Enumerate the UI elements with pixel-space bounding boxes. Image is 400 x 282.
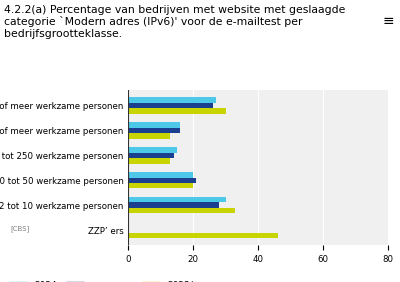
Bar bbox=[128, 108, 226, 114]
Bar bbox=[128, 103, 212, 108]
Bar bbox=[128, 97, 216, 103]
Bar bbox=[128, 128, 180, 133]
Bar bbox=[128, 177, 196, 183]
Text: ≡: ≡ bbox=[382, 14, 394, 28]
Bar bbox=[128, 133, 170, 139]
Text: [CBS]: [CBS] bbox=[10, 225, 30, 232]
Bar bbox=[128, 202, 219, 208]
Bar bbox=[128, 147, 177, 153]
Bar bbox=[128, 172, 193, 177]
Text: 4.2.2(a) Percentage van bedrijven met website met geslaagde
categorie `Modern ad: 4.2.2(a) Percentage van bedrijven met we… bbox=[4, 5, 345, 39]
Bar bbox=[128, 153, 174, 158]
Bar bbox=[128, 233, 278, 238]
Bar bbox=[128, 197, 226, 202]
Legend: 2024, 2023/dec, 2023/apr: 2024, 2023/dec, 2023/apr bbox=[5, 278, 212, 282]
Bar bbox=[128, 122, 180, 128]
Bar bbox=[128, 158, 170, 164]
Bar bbox=[128, 208, 235, 213]
Bar bbox=[128, 183, 193, 188]
